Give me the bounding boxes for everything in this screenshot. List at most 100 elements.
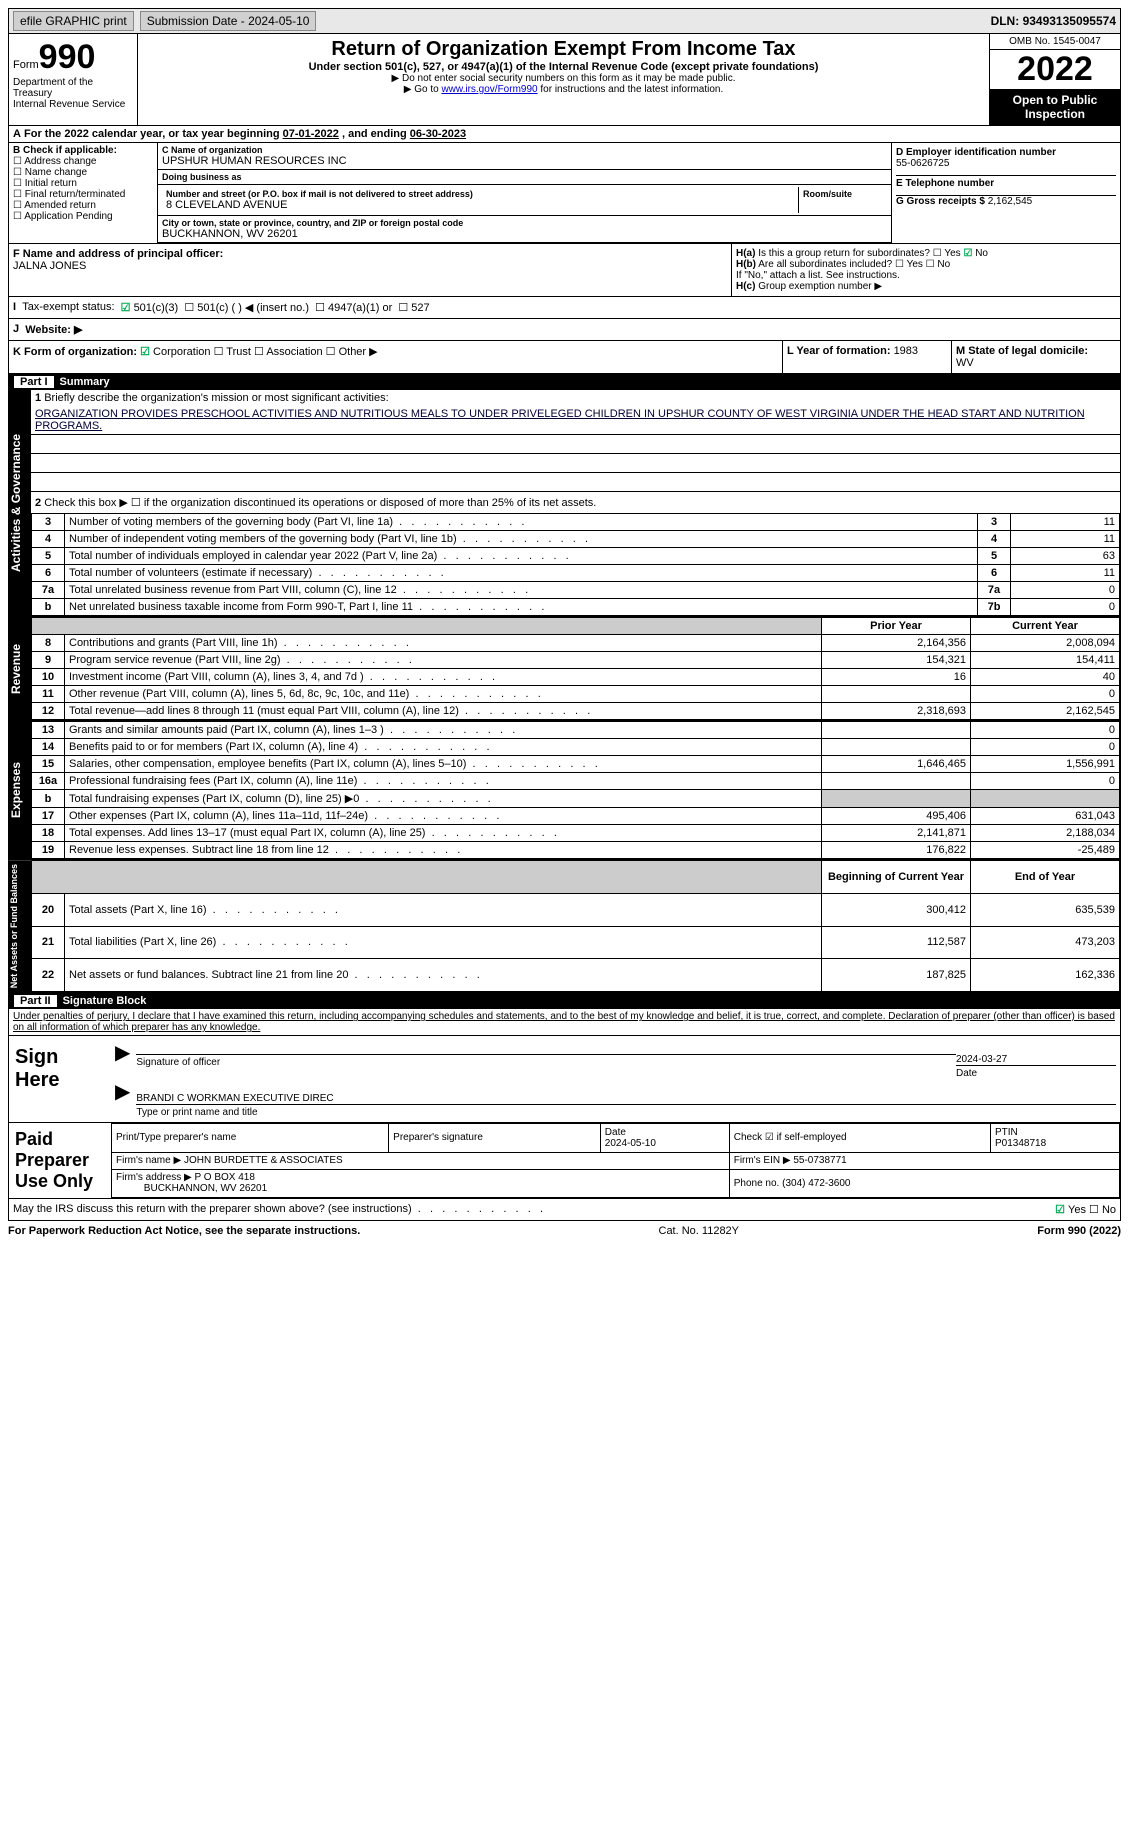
irs-link[interactable]: www.irs.gov/Form990	[441, 84, 537, 95]
chk-initial-return[interactable]: Initial return	[13, 178, 153, 189]
dln-value: 93493135095574	[1023, 14, 1116, 28]
firm-phone-value: (304) 472-3600	[782, 1178, 850, 1189]
line-text: Total liabilities (Part X, line 26)	[65, 926, 822, 959]
firm-ein-label: Firm's EIN ▶	[734, 1155, 791, 1166]
netassets-body: Net Assets or Fund Balances Beginning of…	[8, 860, 1121, 993]
netassets-table: Beginning of Current Year End of Year 20…	[31, 860, 1120, 992]
line-text: Number of independent voting members of …	[65, 531, 978, 548]
chk-other[interactable]: Other ▶	[326, 346, 378, 358]
line-text: Other revenue (Part VIII, column (A), li…	[65, 686, 822, 703]
firm-ein-cell: Firm's EIN ▶ 55-0738771	[729, 1152, 1119, 1169]
dba-label: Doing business as	[162, 172, 887, 182]
tab-expenses: Expenses	[9, 721, 31, 859]
firm-addr-cell: Firm's address ▶ P O BOX 418 BUCKHANNON,…	[112, 1169, 730, 1198]
chk-amended-return[interactable]: Amended return	[13, 200, 153, 211]
l-box: L Year of formation: 1983	[783, 341, 952, 373]
officer-name-title: BRANDI C WORKMAN EXECUTIVE DIREC	[136, 1093, 1116, 1105]
line-text: Contributions and grants (Part VIII, lin…	[65, 635, 822, 652]
discuss-no[interactable]: No	[1089, 1204, 1116, 1216]
current-year-value: 0	[971, 722, 1120, 739]
chk-address-change[interactable]: Address change	[13, 156, 153, 167]
current-year-value: 2,162,545	[971, 703, 1120, 720]
chk-trust[interactable]: Trust	[214, 346, 251, 358]
submission-btn[interactable]: Submission Date - 2024-05-10	[140, 11, 317, 31]
j-label: Website: ▶	[25, 323, 82, 336]
form-title: Return of Organization Exempt From Incom…	[142, 38, 985, 61]
part2-bar: Part IISignature Block	[8, 993, 1121, 1009]
form-header: Form990 Department of the Treasury Inter…	[8, 34, 1121, 126]
ha-yes[interactable]: Yes	[933, 248, 961, 259]
ha-no[interactable]: No	[963, 248, 988, 259]
dept-treasury: Department of the Treasury	[13, 77, 133, 99]
g-box: G Gross receipts $ 2,162,545	[896, 196, 1116, 207]
ptin-label: PTIN	[995, 1127, 1018, 1138]
table-row: 3 Number of voting members of the govern…	[32, 514, 1120, 531]
discuss-yes[interactable]: Yes	[1055, 1204, 1086, 1216]
sig-officer-box: Signature of officer	[136, 1040, 956, 1079]
table-row: 14 Benefits paid to or for members (Part…	[32, 739, 1120, 756]
note2-post: for instructions and the latest informat…	[538, 84, 724, 95]
current-year-value: 154,411	[971, 652, 1120, 669]
a-begin: 07-01-2022	[283, 128, 339, 140]
line-no: 7a	[32, 582, 65, 599]
perjury-declaration: Under penalties of perjury, I declare th…	[8, 1009, 1121, 1036]
prior-year-value	[822, 686, 971, 703]
k-box: K Form of organization: Corporation Trus…	[9, 341, 783, 373]
year-formation: 1983	[894, 345, 918, 357]
current-year-value: 2,188,034	[971, 825, 1120, 842]
table-row: b Total fundraising expenses (Part IX, c…	[32, 790, 1120, 808]
line-value: 11	[1011, 531, 1120, 548]
i-label: Tax-exempt status:	[22, 301, 114, 314]
current-year-header: Current Year	[971, 618, 1120, 635]
hb-no[interactable]: No	[926, 259, 951, 270]
block-deg: D Employer identification number55-06267…	[892, 143, 1120, 243]
line-no: b	[32, 790, 65, 808]
chk-application-pending[interactable]: Application Pending	[13, 211, 153, 222]
form-subtitle: Under section 501(c), 527, or 4947(a)(1)…	[142, 61, 985, 73]
table-row: 19 Revenue less expenses. Subtract line …	[32, 842, 1120, 859]
mission-text: ORGANIZATION PROVIDES PRESCHOOL ACTIVITI…	[31, 406, 1120, 435]
sign-here-row: Sign Here ▶ Signature of officer 2024-03…	[9, 1036, 1120, 1122]
prior-year-value: 2,141,871	[822, 825, 971, 842]
chk-association[interactable]: Association	[254, 346, 323, 358]
table-row: 17 Other expenses (Part IX, column (A), …	[32, 808, 1120, 825]
chk-527[interactable]: 527	[398, 301, 429, 314]
chk-name-change[interactable]: Name change	[13, 167, 153, 178]
discuss-text: May the IRS discuss this return with the…	[13, 1203, 543, 1216]
box-no: 3	[978, 514, 1011, 531]
current-year-value: 2,008,094	[971, 635, 1120, 652]
officer-name: JALNA JONES	[13, 260, 86, 272]
prior-year-value: 1,646,465	[822, 756, 971, 773]
line-no: 12	[32, 703, 65, 720]
room-box: Room/suite	[799, 187, 887, 213]
chk-501c3[interactable]: 501(c)(3)	[121, 301, 179, 314]
chk-final-return[interactable]: Final return/terminated	[13, 189, 153, 200]
phone-label: Phone no.	[734, 1178, 780, 1189]
hb-yes[interactable]: Yes	[895, 259, 923, 270]
part1-label: Part I	[14, 376, 54, 388]
state-domicile: WV	[956, 357, 974, 369]
shaded-cell	[822, 790, 971, 808]
form-word: Form	[13, 59, 39, 71]
ag-content: 1 Briefly describe the organization's mi…	[31, 390, 1120, 616]
e-box: E Telephone number	[896, 176, 1116, 196]
firm-ein-value: 55-0738771	[793, 1155, 846, 1166]
line-text: Total revenue—add lines 8 through 11 (mu…	[65, 703, 822, 720]
line-no: 10	[32, 669, 65, 686]
header-left: Form990 Department of the Treasury Inter…	[9, 34, 138, 125]
klm-row: K Form of organization: Corporation Trus…	[8, 341, 1121, 374]
chk-501c[interactable]: 501(c) ( ) ◀ (insert no.)	[184, 301, 309, 314]
paid-preparer-label: Paid Preparer Use Only	[9, 1123, 111, 1198]
line-no: 22	[32, 959, 65, 992]
line-text: Total number of individuals employed in …	[65, 548, 978, 565]
expenses-table: 13 Grants and similar amounts paid (Part…	[31, 721, 1120, 859]
table-row: 18 Total expenses. Add lines 13–17 (must…	[32, 825, 1120, 842]
chk-corporation[interactable]: Corporation	[140, 346, 210, 358]
efile-btn[interactable]: efile GRAPHIC print	[13, 11, 134, 31]
table-row: 7a Total unrelated business revenue from…	[32, 582, 1120, 599]
chk-4947[interactable]: 4947(a)(1) or	[315, 301, 392, 314]
shaded-cell	[971, 790, 1120, 808]
date-label: Date	[956, 1068, 977, 1079]
c-city-box: City or town, state or province, country…	[158, 216, 891, 243]
line-1: 1 Briefly describe the organization's mi…	[31, 390, 1120, 406]
